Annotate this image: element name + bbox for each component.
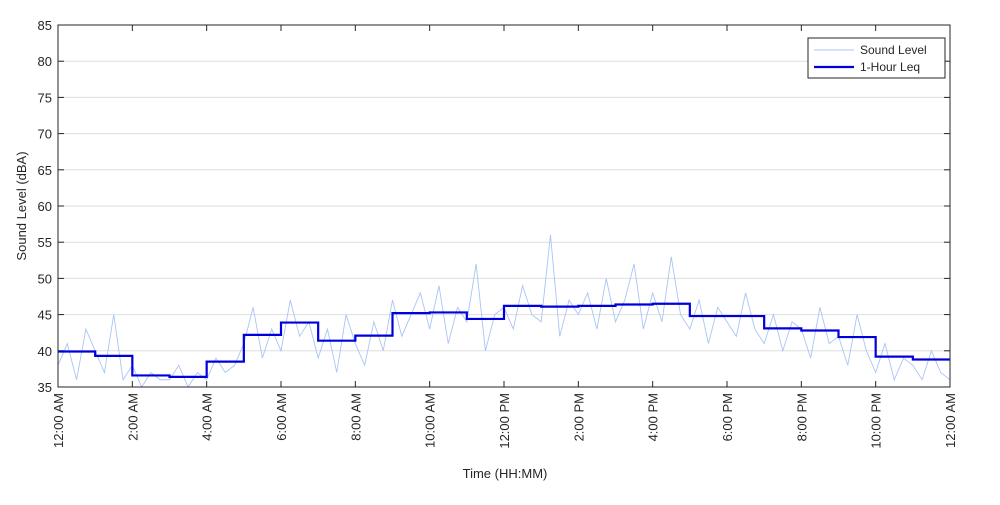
y-tick-label: 75 [38, 90, 52, 105]
y-axis-label: Sound Level (dBA) [14, 151, 29, 260]
x-tick-label: 10:00 PM [869, 393, 884, 449]
y-tick-label: 40 [38, 344, 52, 359]
legend-box [807, 37, 946, 79]
y-tick-label: 70 [38, 127, 52, 142]
x-tick-label: 8:00 AM [348, 393, 363, 441]
x-tick-label: 4:00 PM [646, 393, 661, 441]
y-tick-label: 45 [38, 308, 52, 323]
x-tick-label: 4:00 AM [200, 393, 215, 441]
y-tick-label: 60 [38, 199, 52, 214]
x-tick-label: 6:00 PM [720, 393, 735, 441]
y-tick-label: 35 [38, 380, 52, 395]
x-tick-label: 12:00 PM [497, 393, 512, 449]
legend-label: Sound Level [860, 43, 927, 57]
x-tick-label: 6:00 AM [274, 393, 289, 441]
x-tick-label: 8:00 PM [794, 393, 809, 441]
leq-step-line [58, 302, 950, 378]
x-tick-label: 12:00 AM [943, 393, 958, 448]
x-tick-label: 2:00 AM [125, 393, 140, 441]
y-tick-label: 50 [38, 271, 52, 286]
y-tick-label: 55 [38, 235, 52, 250]
x-axis-label: Time (HH:MM) [463, 466, 548, 481]
legend-label: 1-Hour Leq [860, 60, 920, 74]
x-tick-label: 12:00 AM [51, 393, 66, 448]
y-tick-label: 65 [38, 163, 52, 178]
x-tick-label: 10:00 AM [423, 393, 438, 448]
y-tick-label: 85 [38, 18, 52, 33]
y-tick-label: 80 [38, 54, 52, 69]
x-tick-label: 2:00 PM [571, 393, 586, 441]
plot-frame [57, 24, 951, 388]
